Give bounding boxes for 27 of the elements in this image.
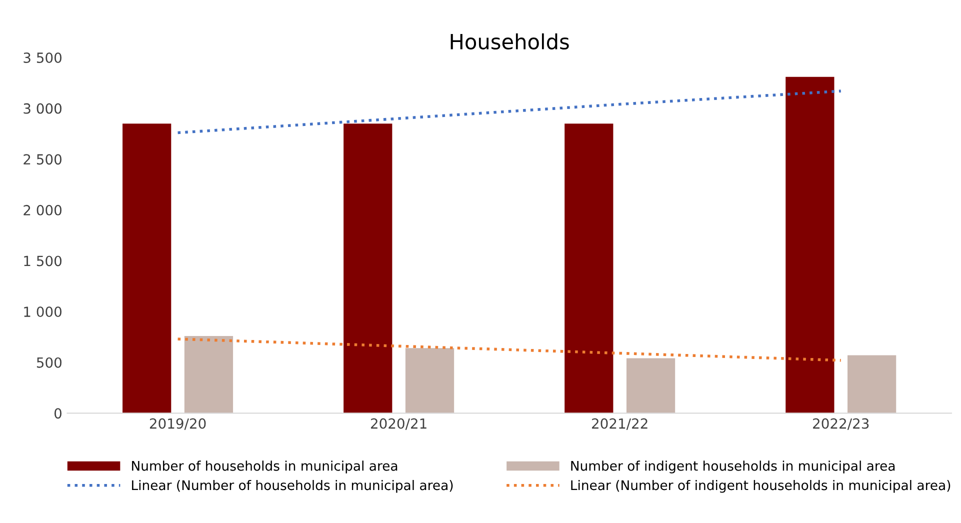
legend-label: Number of indigent households in municipal area bbox=[571, 460, 895, 474]
bar bbox=[184, 336, 234, 414]
y-tick-label: 2 000 bbox=[24, 204, 62, 216]
bar bbox=[848, 355, 896, 414]
legend-label: Number of households in municipal area bbox=[132, 460, 398, 474]
bar bbox=[122, 124, 172, 414]
bar bbox=[405, 348, 454, 414]
y-tick-label: 1 500 bbox=[24, 256, 62, 266]
line-series bbox=[176, 338, 842, 362]
y-tick-label: 0 bbox=[54, 408, 62, 419]
y-tick-label: 3 000 bbox=[24, 103, 62, 114]
x-tick-label: 2019/20 bbox=[150, 418, 206, 430]
chart-title: Households bbox=[450, 33, 569, 50]
x-tick-label: 2020/21 bbox=[370, 418, 426, 430]
bar bbox=[786, 76, 834, 414]
legend-label: Linear (Number of households in municipal area) bbox=[132, 480, 453, 493]
bar bbox=[564, 124, 614, 414]
bar bbox=[344, 124, 392, 414]
y-tick-label: 1 000 bbox=[24, 306, 62, 318]
legend-label: Linear (Number of indigent households in municipal area) bbox=[571, 480, 950, 493]
line-series bbox=[176, 90, 842, 134]
y-tick-label: 500 bbox=[36, 357, 62, 368]
x-tick-label: 2022/23 bbox=[813, 418, 869, 430]
y-tick-label: 2 500 bbox=[24, 154, 62, 165]
y-tick-label: 3 500 bbox=[24, 52, 62, 64]
bar bbox=[626, 358, 676, 414]
x-tick-label: 2021/22 bbox=[592, 418, 648, 430]
